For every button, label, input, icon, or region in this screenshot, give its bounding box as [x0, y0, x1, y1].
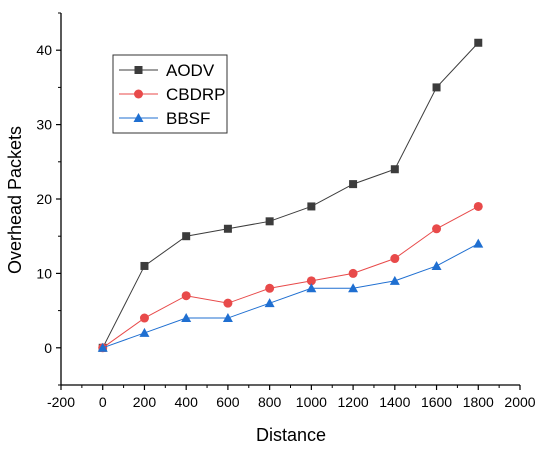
legend-marker-cbdrp: [134, 89, 143, 99]
series-line-cbdrp: [102, 205, 479, 349]
data-point-aodv: [265, 217, 274, 226]
data-point-cbdrp: [432, 224, 442, 234]
x-axis-title: Distance: [256, 425, 326, 445]
x-tick-label: -200: [47, 394, 75, 410]
data-point-cbdrp: [348, 268, 358, 278]
data-point-bbsf: [389, 275, 400, 285]
x-tick-label: 800: [258, 394, 282, 410]
x-tick-label: 400: [175, 394, 199, 410]
data-point-aodv: [390, 165, 399, 174]
x-tick-label: 2000: [504, 394, 535, 410]
data-point-cbdrp: [306, 276, 316, 286]
data-point-cbdrp: [265, 283, 275, 293]
y-tick-label: 0: [44, 340, 52, 356]
series-cbdrp: [98, 201, 483, 353]
data-point-cbdrp: [181, 291, 191, 301]
y-tick-label: 20: [36, 191, 52, 207]
x-tick-label: 1600: [421, 394, 452, 410]
y-tick-label: 30: [36, 117, 52, 133]
axes: -200 0 200 400 600 800 1000 1200 1400 1600 1800 200…: [36, 12, 536, 410]
data-point-aodv: [432, 83, 441, 92]
x-tick-label: 1000: [296, 394, 327, 410]
data-point-aodv: [474, 38, 483, 47]
data-point-aodv: [349, 180, 358, 189]
x-tick-label: 1400: [379, 394, 410, 410]
x-tick-label: 1800: [463, 394, 494, 410]
data-point-aodv: [182, 232, 191, 241]
data-point-bbsf: [431, 260, 442, 270]
x-tick-label: 200: [133, 394, 157, 410]
legend-marker-bbsf: [133, 113, 144, 122]
x-tick-label: 1200: [338, 394, 369, 410]
data-point-bbsf: [181, 313, 192, 323]
data-point-bbsf: [264, 298, 275, 308]
series-line-bbsf: [102, 243, 479, 349]
data-point-bbsf: [222, 313, 233, 323]
data-point-aodv: [223, 224, 232, 233]
series-line-aodv: [102, 42, 479, 349]
y-tick-label: 10: [36, 265, 52, 281]
series-bbsf: [97, 238, 484, 352]
data-point-bbsf: [348, 283, 359, 293]
data-point-bbsf: [139, 327, 150, 337]
x-tick-label: 0: [99, 394, 107, 410]
x-tick-label: 600: [216, 394, 240, 410]
data-point-cbdrp: [223, 298, 233, 308]
data-point-bbsf: [306, 283, 317, 293]
data-point-cbdrp: [473, 201, 483, 211]
data-point-bbsf: [473, 238, 484, 248]
data-point-cbdrp: [390, 254, 400, 264]
series-layer: [97, 38, 484, 353]
legend-label-aodv: AODV: [166, 61, 215, 80]
legend: AODV CBDRP BBSF: [112, 54, 228, 134]
legend-label-cbdrp: CBDRP: [166, 85, 226, 104]
y-axis-title: Overhead Packets: [5, 126, 25, 274]
data-point-aodv: [307, 202, 316, 211]
data-point-aodv: [140, 261, 149, 270]
data-point-cbdrp: [139, 313, 149, 323]
legend-label-bbsf: BBSF: [166, 109, 210, 128]
legend-marker-aodv: [134, 66, 143, 74]
y-tick-label: 40: [36, 42, 52, 58]
data-point-bbsf: [97, 342, 108, 352]
